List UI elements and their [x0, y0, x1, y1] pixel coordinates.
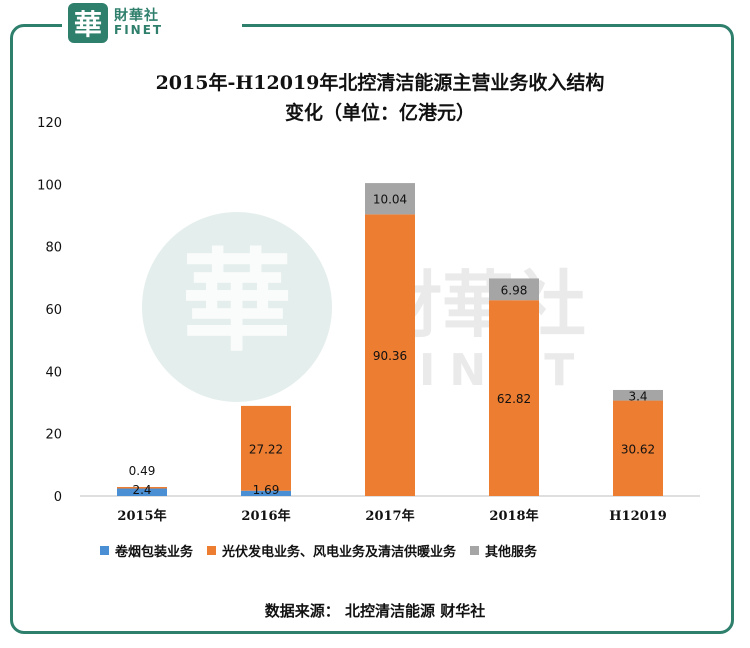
logo-en: FINET [114, 23, 164, 38]
data-label: 3.4 [628, 389, 647, 403]
legend-label-1: 卷烟包装业务 [115, 544, 194, 560]
bar-segment [241, 490, 291, 496]
legend-swatch-1 [100, 545, 109, 555]
bar-segment [365, 214, 415, 497]
y-tick-label: 20 [45, 428, 62, 443]
bar-segment [489, 278, 539, 301]
y-tick-label: 0 [54, 490, 62, 505]
data-label: 30.62 [621, 442, 655, 456]
legend-item-3: 其他服务 [470, 541, 537, 560]
title-line-1: 2015年-H12019年北控清洁能源主营业务收入结构 [155, 72, 605, 94]
bar-segment [613, 400, 663, 496]
bar-segment [613, 389, 663, 401]
finet-logo: 華 財華社 FINET [62, 0, 242, 46]
legend-swatch-2 [207, 545, 217, 555]
data-label: 0.49 [129, 464, 156, 478]
legend-item-1: 卷烟包装业务 [100, 541, 193, 560]
legend-swatch-3 [470, 545, 480, 555]
y-tick-label: 60 [45, 303, 62, 318]
y-tick-label: 40 [45, 365, 62, 380]
bar-segment [117, 488, 167, 496]
data-label: 62.82 [497, 392, 531, 406]
data-label: 2.4 [132, 483, 151, 497]
x-tick-label: 2015年 [117, 508, 166, 524]
x-tick-label: H12019 [609, 509, 667, 524]
legend-label-2: 光伏发电业务、风电业务及清洁供暖业务 [222, 544, 457, 560]
data-label: 1.69 [253, 483, 280, 497]
data-label: 90.36 [373, 349, 407, 363]
chart-legend: 卷烟包装业务 光伏发电业务、风电业务及清洁供暖业务 其他服务 [100, 538, 700, 562]
chart-title: 2015年-H12019年北控清洁能源主营业务收入结构 变化（单位：亿港元） [60, 68, 700, 128]
title-line-2: 变化（单位：亿港元） [284, 102, 475, 124]
x-tick-label: 2018年 [489, 508, 538, 524]
bar-segment [117, 486, 167, 489]
bar-segment [489, 300, 539, 496]
data-source: 数据来源： 北控清洁能源 财华社 [264, 602, 486, 620]
y-tick-label: 120 [37, 116, 62, 131]
logo-cn: 財華社 [114, 8, 159, 25]
bar-segment [365, 183, 415, 215]
x-tick-label: 2017年 [365, 508, 414, 524]
y-tick-label: 80 [45, 241, 62, 256]
legend-label-3: 其他服务 [485, 544, 538, 560]
x-tick-label: 2016年 [241, 508, 290, 524]
data-label: 27.22 [249, 442, 283, 456]
data-label: 6.98 [501, 283, 528, 297]
bar-segment [241, 405, 291, 491]
y-tick-label: 100 [37, 178, 62, 193]
data-label: 10.04 [373, 193, 407, 207]
legend-item-2: 光伏发电业务、风电业务及清洁供暖业务 [207, 541, 456, 560]
logo-badge: 華 [68, 3, 108, 43]
